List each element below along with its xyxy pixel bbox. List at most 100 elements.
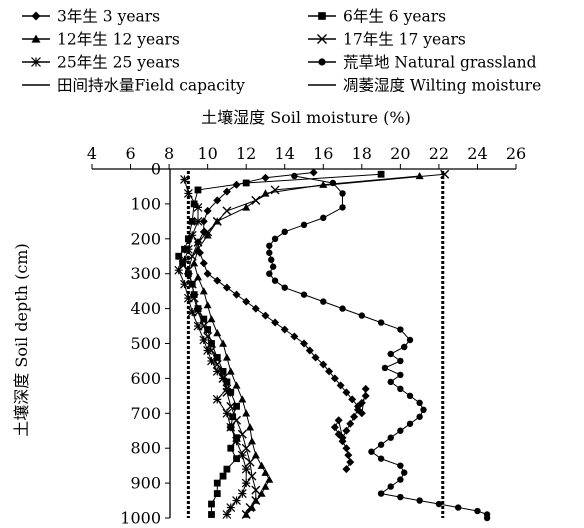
data-point: [226, 422, 236, 432]
legend-marker: [31, 34, 41, 43]
data-point: [270, 185, 280, 195]
data-point: [261, 173, 270, 182]
data-point: [330, 374, 339, 383]
data-point: [226, 401, 236, 411]
data-point: [187, 251, 197, 261]
data-point: [183, 244, 193, 254]
data-point: [271, 235, 279, 242]
data-point: [203, 269, 212, 278]
data-point: [199, 259, 208, 268]
data-point: [342, 388, 351, 397]
data-point: [203, 227, 213, 237]
data-point: [194, 245, 202, 253]
series: [266, 172, 491, 522]
data-point: [368, 448, 375, 455]
data-point: [232, 415, 242, 425]
legend: 3年生 3 years 6年生 6 years 12年生 12 years 17年生 …: [22, 8, 541, 95]
data-point: [361, 384, 370, 393]
data-point: [325, 367, 334, 376]
data-point: [213, 354, 221, 361]
data-point: [300, 291, 308, 298]
data-point: [237, 429, 247, 439]
data-point: [208, 500, 215, 508]
data-point: [311, 353, 320, 362]
data-point: [416, 413, 423, 420]
data-point: [180, 279, 189, 289]
data-point: [226, 367, 235, 375]
data-point: [377, 170, 385, 178]
data-point: [241, 443, 251, 453]
data-point: [241, 510, 251, 520]
x-tick-label: 18: [352, 144, 372, 163]
data-point: [377, 490, 385, 497]
data-point: [242, 203, 251, 211]
data-point: [183, 265, 193, 275]
data-point: [237, 489, 247, 498]
x-tick-label: 22: [429, 144, 449, 163]
data-point: [183, 189, 193, 198]
data-point: [203, 206, 212, 215]
y-axis-label: 土壤深度 Soil depth (cm): [12, 243, 31, 436]
data-point: [300, 221, 308, 229]
data-point: [246, 423, 255, 431]
y-tick-label: 1000: [120, 509, 161, 528]
data-point: [397, 326, 404, 333]
data-point: [247, 437, 256, 445]
data-point: [226, 503, 236, 512]
data-point: [208, 340, 215, 347]
data-point: [338, 437, 347, 446]
legend-label: 25年生 25 years: [57, 54, 180, 72]
legend-marker: [31, 57, 41, 67]
data-point: [180, 255, 189, 265]
data-point: [280, 325, 289, 334]
data-point: [175, 252, 183, 260]
data-point: [193, 202, 203, 212]
data-point: [247, 503, 256, 511]
data-point: [339, 204, 346, 211]
data-point: [242, 179, 250, 187]
x-tick-label: 16: [313, 144, 333, 163]
x-tick-label: 20: [390, 144, 410, 163]
data-point: [242, 297, 251, 306]
legend-label: 3年生 3 years: [57, 8, 160, 26]
x-tick-label: 4: [87, 144, 97, 163]
x-tick-label: 24: [467, 144, 487, 163]
data-point: [238, 395, 247, 403]
y-tick-label: 600: [130, 369, 161, 388]
data-point: [233, 402, 240, 410]
y-tick-label: 100: [130, 194, 161, 213]
data-point: [266, 270, 273, 277]
data-point: [218, 373, 228, 383]
data-point: [377, 455, 385, 462]
data-point: [222, 283, 231, 292]
data-point: [222, 187, 231, 196]
legend-item: 3年生 3 years: [22, 8, 160, 26]
data-point: [309, 168, 318, 177]
data-point: [251, 485, 261, 495]
data-point: [207, 356, 216, 366]
legend-item: 荒草地 Natural grassland: [308, 54, 537, 72]
data-point: [271, 277, 279, 284]
data-point: [203, 346, 213, 355]
data-point: [219, 472, 227, 480]
data-point: [190, 259, 199, 267]
x-tick-label: 8: [164, 144, 174, 163]
data-point: [207, 315, 216, 323]
data-point: [194, 305, 202, 312]
data-point: [219, 339, 228, 347]
data-point: [261, 468, 270, 476]
data-point: [180, 175, 189, 184]
data-point: [397, 385, 404, 393]
data-point: [440, 169, 450, 179]
y-tick-label: 0: [151, 160, 161, 179]
data-point: [406, 420, 414, 427]
data-point: [342, 444, 351, 453]
data-point: [377, 319, 385, 326]
data-point: [261, 189, 270, 197]
data-point: [271, 318, 280, 327]
data-point: [183, 293, 193, 303]
data-point: [397, 493, 404, 501]
data-point: [320, 214, 327, 222]
data-point: [320, 298, 327, 305]
